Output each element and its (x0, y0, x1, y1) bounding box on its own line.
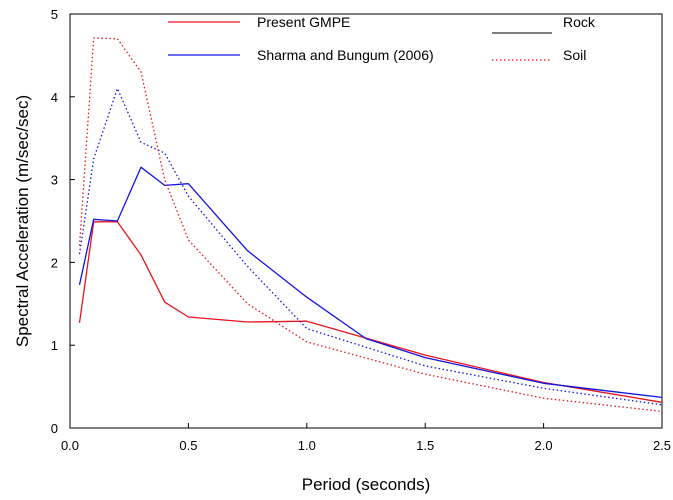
y-tick-label: 5 (51, 7, 58, 22)
x-tick-label: 0.5 (179, 438, 197, 453)
y-axis: 0 1 2 3 4 5 (51, 7, 75, 436)
y-tick-label: 2 (51, 255, 58, 270)
x-tick-label: 2.0 (535, 438, 553, 453)
y-axis-title: Spectral Acceleration (m/sec/sec) (13, 95, 32, 347)
y-tick-label: 0 (51, 421, 58, 436)
x-axis-title: Period (seconds) (302, 475, 431, 494)
legend-label-soil: Soil (563, 47, 586, 63)
x-tick-label: 2.5 (653, 438, 671, 453)
legend-label-present-gmpe: Present GMPE (257, 14, 350, 30)
x-axis: 0.0 0.5 1.0 1.5 2.0 2.5 (61, 423, 671, 453)
series-present-gmpe-rock (78, 221, 663, 403)
legend: Present GMPE Sharma and Bungum (2006) Ro… (168, 14, 596, 63)
series-sharma-and-bungum-2006-soil (78, 87, 663, 406)
y-tick-label: 3 (51, 173, 58, 188)
series-layer (78, 37, 663, 413)
x-tick-label: 1.5 (416, 438, 434, 453)
series-present-gmpe-soil (78, 37, 663, 413)
x-tick-label: 0.0 (61, 438, 79, 453)
legend-label-sharma-bungum: Sharma and Bungum (2006) (257, 47, 434, 63)
series-sharma-and-bungum-2006-rock (78, 166, 663, 399)
y-tick-label: 1 (51, 338, 58, 353)
y-tick-label: 4 (51, 90, 58, 105)
legend-label-rock: Rock (563, 14, 596, 30)
x-tick-label: 1.0 (298, 438, 316, 453)
plot-frame (69, 13, 663, 429)
